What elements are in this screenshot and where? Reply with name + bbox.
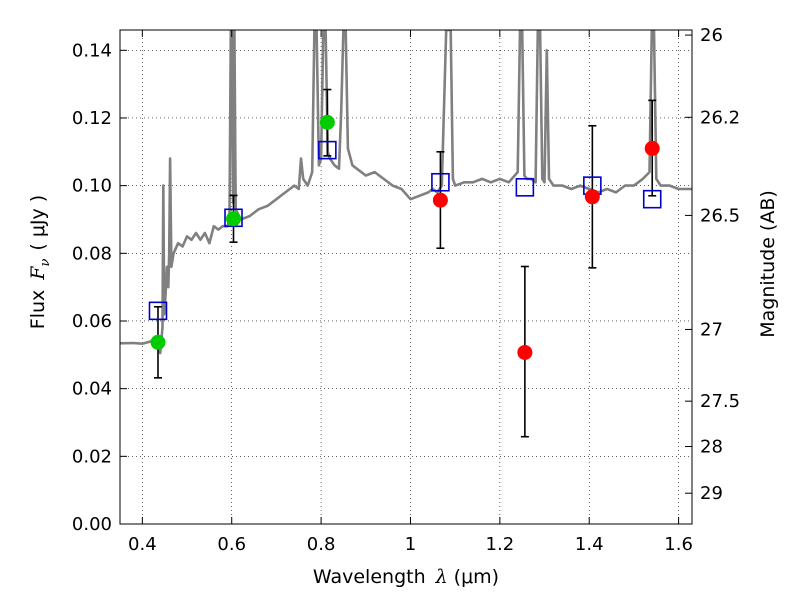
y-tick-label: 0.06 [72, 311, 112, 332]
y-tick-label: 0.14 [72, 40, 112, 61]
x-axis-label: Wavelength λ (μm) [313, 566, 499, 588]
y2-tick-label: 27.5 [700, 391, 740, 412]
observed-point [584, 189, 600, 205]
observed-points [150, 114, 660, 360]
model-photometry-square [148, 301, 168, 321]
plot-area [120, 30, 692, 524]
model-photometry-square [318, 140, 337, 160]
x-tick-label: 0.8 [307, 534, 336, 555]
y2-tick-label: 26.5 [700, 205, 740, 226]
y2-axis-label: Magnitude (AB) [757, 190, 779, 338]
y2-tick-label: 27 [700, 319, 723, 340]
x-tick-label: 0.6 [217, 534, 246, 555]
plot-frame [119, 29, 693, 525]
observed-point [150, 334, 166, 350]
y-tick-label: 0.10 [72, 176, 112, 197]
y-axis-label: FluxFν( μJy ) [27, 195, 53, 329]
observed-point [432, 192, 448, 208]
model-photometry-square [431, 172, 450, 192]
y2-tick-label: 29 [700, 483, 723, 504]
y-tick-label: 0.02 [72, 446, 112, 467]
x-tick-label: 1.6 [664, 534, 693, 555]
observed-point [226, 211, 242, 227]
y2-tick-label: 26 [700, 25, 723, 46]
y2-axis: 26 26.2 26.5 27 27.5 28 29 [685, 25, 740, 504]
observed-point [644, 140, 660, 156]
y-axis: 0.00 0.02 0.04 0.06 0.08 0.10 0.12 0.14 [72, 40, 127, 535]
model-spectrum [120, 30, 692, 355]
y-tick-label: 0.08 [72, 243, 112, 264]
observed-point [517, 344, 533, 360]
y-tick-label: 0.12 [72, 108, 112, 129]
y2-tick-label: 26.2 [700, 107, 740, 128]
x-tick-label: 1.2 [486, 534, 515, 555]
x-tick-label: 1 [405, 534, 416, 555]
y-tick-label: 0.04 [72, 379, 112, 400]
model-photometry-square [642, 189, 662, 209]
x-tick-label: 1.4 [575, 534, 604, 555]
x-axis: 0.4 0.6 0.8 1 1.2 1.4 1.6 [128, 30, 693, 555]
plot-background [120, 30, 692, 524]
model-photometry-square [515, 178, 535, 197]
x-tick-label: 0.4 [128, 534, 157, 555]
y2-tick-label: 28 [700, 437, 723, 458]
y-tick-label: 0.00 [72, 514, 112, 535]
observed-point [319, 114, 335, 130]
spectrum-line [120, 30, 692, 355]
